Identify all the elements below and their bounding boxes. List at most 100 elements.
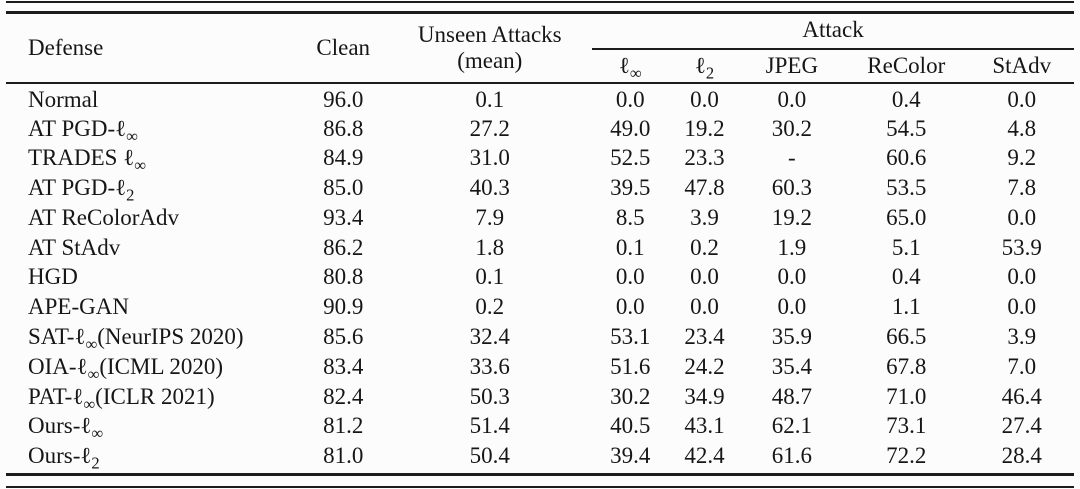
- column-header-linf: ℓ∞: [592, 50, 669, 84]
- table-row: AT PGD-ℓ2 85.0 40.3 39.5 47.8 60.3 53.5 …: [6, 173, 1074, 203]
- clean-cell: 85.0: [323, 175, 364, 201]
- header-sub-row: ℓ∞ ℓ2 JPEG ReColor StAdv: [6, 50, 1074, 84]
- table-row: TRADES ℓ∞ 84.9 31.0 52.5 23.3 - 60.6 9.2: [6, 144, 1074, 173]
- clean-cell: 81.2: [323, 413, 364, 439]
- linf-cell: 51.6: [610, 353, 651, 379]
- recolor-cell: 67.8: [886, 353, 927, 379]
- stadv-cell: 28.4: [1001, 443, 1042, 469]
- column-header-l2: ℓ2: [668, 50, 741, 84]
- stadv-cell: 7.8: [1007, 175, 1037, 201]
- defense-cell: Ours-ℓ2: [28, 443, 100, 473]
- recolor-cell: 60.6: [886, 145, 927, 171]
- column-header-unseen-attacks: Unseen Attacks (mean): [387, 14, 593, 84]
- linf-cell: 39.4: [610, 443, 651, 469]
- l2-cell: 42.4: [684, 443, 725, 469]
- l2-cell: 43.1: [684, 413, 725, 439]
- column-header-recolor: ReColor: [843, 50, 970, 84]
- clean-cell: 80.8: [323, 264, 364, 290]
- l2-cell: 23.3: [684, 145, 725, 171]
- stadv-cell: 0.0: [1007, 87, 1037, 113]
- l2-cell: 0.0: [690, 87, 719, 113]
- clean-cell: 84.9: [323, 145, 364, 171]
- table-body: Normal 96.0 0.1 0.0 0.0 0.0 0.4 0.0 AT P…: [6, 84, 1074, 471]
- stadv-cell: 3.9: [1007, 324, 1037, 349]
- unseen-attacks-cell: 0.1: [475, 87, 505, 113]
- unseen-attacks-cell: 50.4: [469, 443, 510, 469]
- stadv-cell: 9.2: [1007, 145, 1037, 171]
- linf-cell: 8.5: [615, 204, 645, 230]
- table-row: APE-GAN 90.9 0.2 0.0 0.0 0.0 1.1 0.0: [6, 292, 1074, 322]
- clean-cell: 82.4: [323, 383, 364, 409]
- column-header-stadv: StAdv: [969, 50, 1074, 84]
- jpeg-cell: 1.9: [777, 234, 807, 260]
- table-row: PAT-ℓ∞(ICLR 2021) 82.4 50.3 30.2 34.9 48…: [6, 382, 1074, 412]
- defense-cell: Ours-ℓ∞: [28, 413, 104, 443]
- clean-cell: 93.4: [323, 204, 364, 230]
- column-header-jpeg: JPEG: [740, 50, 844, 84]
- jpeg-cell: 35.4: [771, 353, 812, 379]
- table-row: Normal 96.0 0.1 0.0 0.0 0.0 0.4 0.0: [6, 84, 1074, 114]
- column-header-defense: Defense: [6, 14, 300, 84]
- unseen-attacks-cell: 40.3: [469, 175, 510, 201]
- defense-cell: APE-GAN: [28, 294, 129, 320]
- recolor-cell: 71.0: [886, 383, 927, 409]
- jpeg-cell: 0.0: [777, 294, 807, 320]
- defense-cell: AT ReColorAdv: [28, 204, 179, 230]
- linf-cell: 49.0: [610, 115, 651, 141]
- linf-cell: 39.5: [610, 175, 651, 201]
- clean-cell: 90.9: [323, 294, 364, 320]
- defense-cell: HGD: [28, 264, 78, 290]
- table-row: SAT-ℓ∞(NeurIPS 2020) 85.6 32.4 53.1 23.4…: [6, 322, 1074, 352]
- column-group-attack: Attack: [592, 14, 1074, 50]
- clean-cell: 96.0: [323, 87, 364, 113]
- unseen-attacks-cell: 0.1: [475, 264, 505, 290]
- table-row: AT PGD-ℓ∞ 86.8 27.2 49.0 19.2 30.2 54.5 …: [6, 114, 1074, 144]
- stadv-cell: 0.0: [1007, 204, 1037, 230]
- column-header-clean: Clean: [299, 14, 388, 84]
- jpeg-cell: 48.7: [771, 383, 812, 409]
- header-group-row: Defense Clean Unseen Attacks (mean) Atta…: [6, 14, 1074, 84]
- jpeg-cell: 61.6: [771, 443, 812, 469]
- bottom-rule-inner: [6, 473, 1074, 476]
- l2-cell: 24.2: [684, 353, 725, 379]
- l2-cell: 0.0: [690, 294, 719, 320]
- unseen-attacks-label-line1: Unseen Attacks: [417, 22, 562, 47]
- table-row: HGD 80.8 0.1 0.0 0.0 0.0 0.4 0.0: [6, 263, 1074, 293]
- stadv-cell: 53.9: [1001, 234, 1042, 260]
- recolor-cell: 72.2: [886, 443, 927, 469]
- table-header: Defense Clean Unseen Attacks (mean) Atta…: [6, 14, 1074, 84]
- recolor-cell: 53.5: [886, 175, 927, 201]
- table-row: AT ReColorAdv 93.4 7.9 8.5 3.9 19.2 65.0…: [6, 203, 1074, 233]
- jpeg-cell: 30.2: [771, 115, 812, 141]
- table-row: Ours-ℓ2 81.0 50.4 39.4 42.4 61.6 72.2 28…: [6, 441, 1074, 471]
- jpeg-cell: -: [788, 145, 796, 171]
- linf-cell: 0.0: [615, 264, 645, 290]
- linf-cell: 40.5: [610, 413, 651, 439]
- unseen-attacks-cell: 1.8: [475, 234, 505, 260]
- stadv-cell: 46.4: [1001, 383, 1042, 409]
- bottom-rule-outer: [6, 486, 1074, 488]
- recolor-cell: 1.1: [891, 294, 921, 320]
- l2-cell: 34.9: [684, 383, 725, 409]
- linf-cell: 30.2: [610, 383, 651, 409]
- recolor-cell: 73.1: [886, 413, 927, 439]
- defense-cell: AT StAdv: [28, 234, 121, 260]
- table-row: Ours-ℓ∞ 81.2 51.4 40.5 43.1 62.1 73.1 27…: [6, 411, 1074, 441]
- top-rule-inner: [6, 11, 1074, 14]
- top-rule-outer: [6, 1, 1074, 3]
- linf-cell: 0.0: [615, 294, 645, 320]
- unseen-attacks-cell: 51.4: [469, 413, 510, 439]
- linf-cell: 52.5: [610, 145, 651, 171]
- defense-cell: OIA-ℓ∞(ICML 2020): [28, 353, 224, 384]
- unseen-attacks-cell: 32.4: [469, 324, 510, 349]
- unseen-attacks-cell: 7.9: [475, 204, 505, 230]
- unseen-attacks-cell: 50.3: [469, 383, 510, 409]
- jpeg-cell: 35.9: [771, 324, 812, 349]
- stadv-cell: 27.4: [1001, 413, 1042, 439]
- recolor-cell: 65.0: [886, 204, 927, 230]
- l2-cell: 47.8: [684, 175, 725, 201]
- clean-cell: 86.2: [323, 234, 364, 260]
- jpeg-cell: 0.0: [777, 264, 807, 290]
- unseen-attacks-cell: 27.2: [469, 115, 510, 141]
